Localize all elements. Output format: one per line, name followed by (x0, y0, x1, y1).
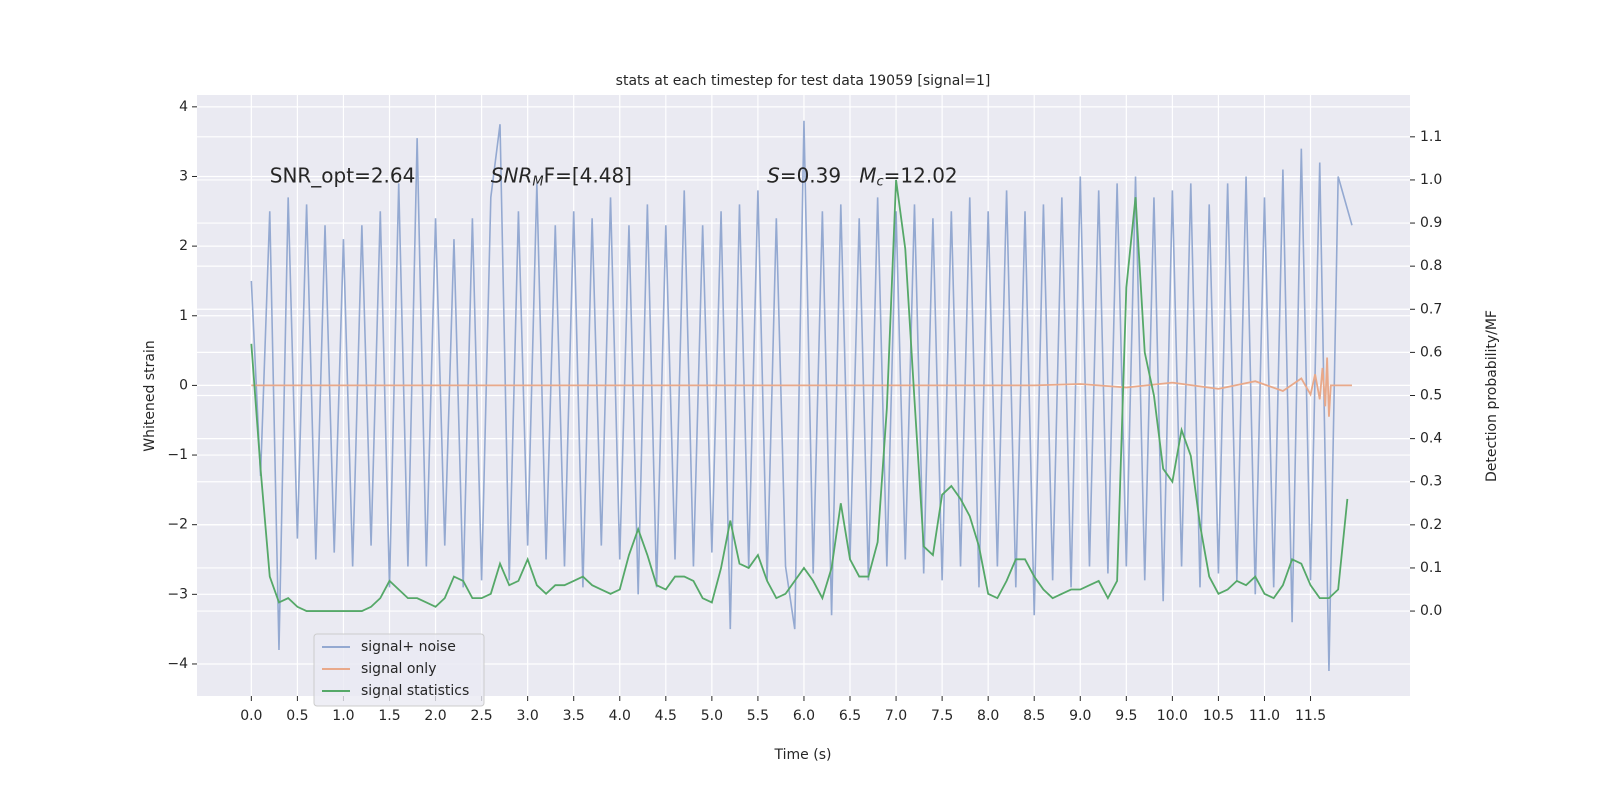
annotation-text: =0.39 (780, 163, 841, 187)
x-tick-label: 2.0 (424, 708, 446, 724)
y2-tick-label: 0.7 (1420, 301, 1442, 317)
y2-tick-label: 0.5 (1420, 388, 1442, 404)
y-tick-label: 2 (179, 238, 188, 254)
x-tick-label: 1.5 (378, 708, 400, 724)
annotation-sub: c (876, 174, 883, 189)
x-tick-label: 3.5 (563, 708, 585, 724)
y2-tick-label: 1.1 (1420, 129, 1442, 145)
annotation: S=0.39 (767, 163, 841, 187)
y2-tick-label: 1.0 (1420, 172, 1442, 188)
annotation-text: F=[4.48] (544, 163, 632, 187)
legend-box (313, 633, 485, 707)
y-tick-label: 4 (179, 99, 188, 115)
x-tick-label: 11.0 (1249, 708, 1280, 724)
y2-tick-label: 0.6 (1420, 344, 1442, 360)
y-tick-label: −3 (167, 586, 188, 602)
x-tick-label: 0.5 (286, 708, 308, 724)
y2-tick-label: 0.0 (1420, 603, 1442, 619)
x-tick-label: 11.5 (1295, 708, 1326, 724)
annotation-text: M (859, 163, 876, 187)
y-tick-label: 0 (179, 377, 188, 393)
x-tick-label: 10.0 (1157, 708, 1188, 724)
annotation-text: S (767, 163, 780, 187)
y2-tick-label: 0.8 (1420, 258, 1442, 274)
x-tick-label: 0.0 (240, 708, 262, 724)
annotation: SNRMF=[4.48] (491, 163, 632, 189)
y2-axis-label: Detection probability/MF (1484, 310, 1500, 482)
x-tick-label: 9.5 (1115, 708, 1137, 724)
x-tick-label: 2.5 (470, 708, 492, 724)
series-line (250, 179, 1349, 612)
x-tick-label: 3.0 (517, 708, 539, 724)
x-tick-label: 9.0 (1069, 708, 1091, 724)
y2-tick-label: 0.2 (1420, 517, 1442, 533)
chart-title: stats at each timestep for test data 190… (616, 73, 991, 89)
y-axis-label: Whitened strain (142, 340, 158, 451)
y2-tick-label: 0.9 (1420, 215, 1442, 231)
y-tick-label: 3 (179, 168, 188, 184)
annotation-text: SNR_opt=2.64 (270, 163, 416, 187)
x-tick-label: 10.5 (1203, 708, 1234, 724)
y2-tick-label: 0.4 (1420, 431, 1442, 447)
annotation-text: SNR (491, 163, 533, 187)
x-tick-label: 4.5 (655, 708, 677, 724)
x-axis-label: Time (s) (774, 747, 832, 763)
x-tick-label: 6.0 (793, 708, 815, 724)
annotation-text: =12.02 (884, 163, 958, 187)
x-tick-label: 7.5 (931, 708, 953, 724)
legend-label: signal only (361, 661, 436, 677)
annotation: Mc=12.02 (859, 163, 957, 189)
x-tick-label: 5.0 (701, 708, 723, 724)
series-line (250, 120, 1353, 671)
x-tick-label: 7.0 (885, 708, 907, 724)
x-tick-label: 6.5 (839, 708, 861, 724)
y-tick-label: −1 (167, 447, 188, 463)
annotation-sub: M (532, 174, 543, 189)
x-tick-label: 4.0 (609, 708, 631, 724)
y-tick-label: −2 (167, 517, 188, 533)
x-tick-label: 8.0 (977, 708, 999, 724)
annotation: SNR_opt=2.64 (270, 163, 416, 187)
x-tick-label: 1.0 (332, 708, 354, 724)
x-tick-label: 8.5 (1023, 708, 1045, 724)
y-tick-label: −4 (167, 656, 188, 672)
x-tick-label: 5.5 (747, 708, 769, 724)
legend-label: signal statistics (361, 683, 469, 699)
legend-label: signal+ noise (361, 639, 456, 655)
series-line (251, 357, 1352, 417)
y2-tick-label: 0.3 (1420, 474, 1442, 490)
y2-tick-label: 0.1 (1420, 560, 1442, 576)
y-tick-label: 1 (179, 308, 188, 324)
